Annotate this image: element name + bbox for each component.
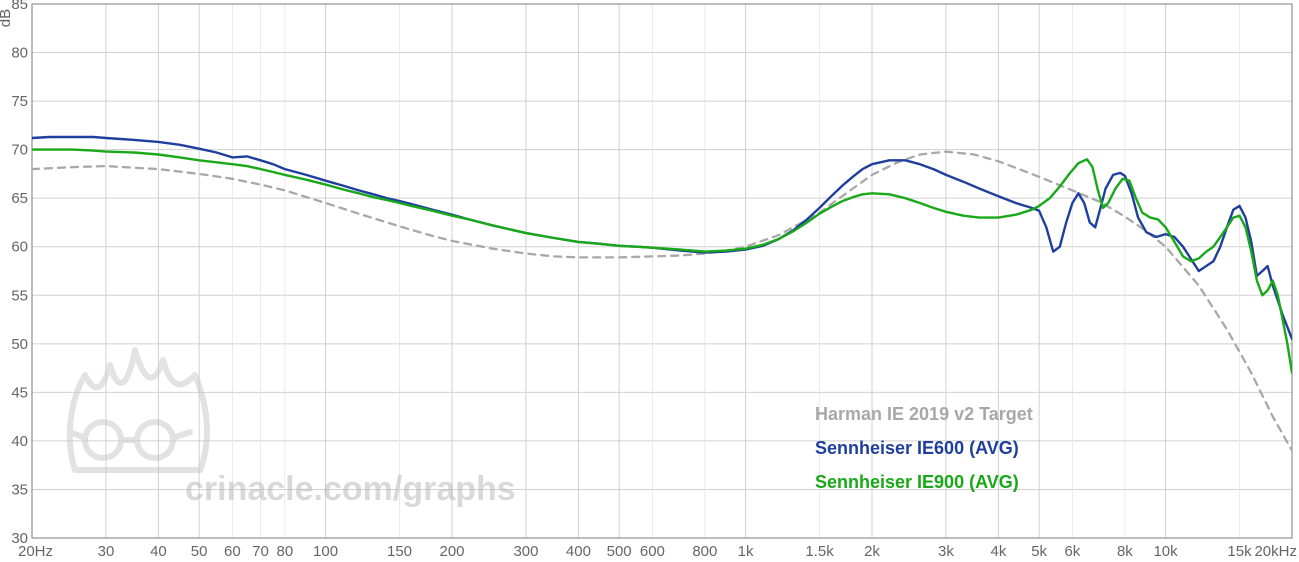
- x-tick-label: 4k: [991, 543, 1007, 560]
- y-tick-label: 40: [11, 433, 28, 450]
- x-tick-label: 5k: [1031, 543, 1047, 560]
- y-tick-label: 50: [11, 336, 28, 353]
- x-tick-label: 500: [607, 543, 632, 560]
- x-tick-label: 80: [277, 543, 294, 560]
- x-tick-label: 150: [387, 543, 412, 560]
- x-tick-label: 1.5k: [805, 543, 834, 560]
- x-tick-label: 15k: [1227, 543, 1252, 560]
- x-tick-label: 20Hz: [18, 543, 53, 560]
- x-tick-label: 1k: [738, 543, 754, 560]
- y-tick-label: 80: [11, 45, 28, 62]
- x-tick-label: 8k: [1117, 543, 1133, 560]
- y-tick-label: 75: [11, 93, 28, 110]
- x-tick-label: 400: [566, 543, 591, 560]
- x-tick-label: 50: [191, 543, 208, 560]
- x-tick-label: 60: [224, 543, 241, 560]
- x-tick-label: 40: [150, 543, 167, 560]
- legend-layer: Harman IE 2019 v2 Target Sennheiser IE600…: [815, 404, 1033, 492]
- x-tick-label: 20kHz: [1254, 543, 1297, 560]
- legend-item-label: Harman IE 2019 v2 Target: [815, 404, 1033, 424]
- x-tick-label: 6k: [1064, 543, 1080, 560]
- legend-item-label: Sennheiser IE600 (AVG): [815, 438, 1019, 458]
- watermark-text: crinacle.com/graphs: [185, 470, 516, 508]
- x-tick-label: 70: [252, 543, 269, 560]
- y-tick-label: 35: [11, 481, 28, 498]
- x-tick-label: 800: [692, 543, 717, 560]
- y-tick-label: 60: [11, 239, 28, 256]
- y-axis-label: dB: [0, 9, 14, 27]
- x-tick-label: 600: [640, 543, 665, 560]
- x-tick-label: 10k: [1153, 543, 1178, 560]
- y-tick-label: 55: [11, 287, 28, 304]
- x-tick-label: 100: [313, 543, 338, 560]
- x-tick-label: 30: [98, 543, 115, 560]
- chart-svg: crinacle.com/graphs 30 35 40 45 50 55 60 65 70 75…: [0, 0, 1299, 562]
- y-tick-label: 45: [11, 384, 28, 401]
- legend-item-label: Sennheiser IE900 (AVG): [815, 472, 1019, 492]
- y-tick-label: 70: [11, 142, 28, 159]
- x-tick-label: 300: [513, 543, 538, 560]
- fr-chart: crinacle.com/graphs 30 35 40 45 50 55 60 65 70 75…: [0, 0, 1299, 562]
- x-tick-label: 3k: [938, 543, 954, 560]
- x-tick-label: 200: [439, 543, 464, 560]
- y-tick-label: 65: [11, 190, 28, 207]
- x-tick-label: 2k: [864, 543, 880, 560]
